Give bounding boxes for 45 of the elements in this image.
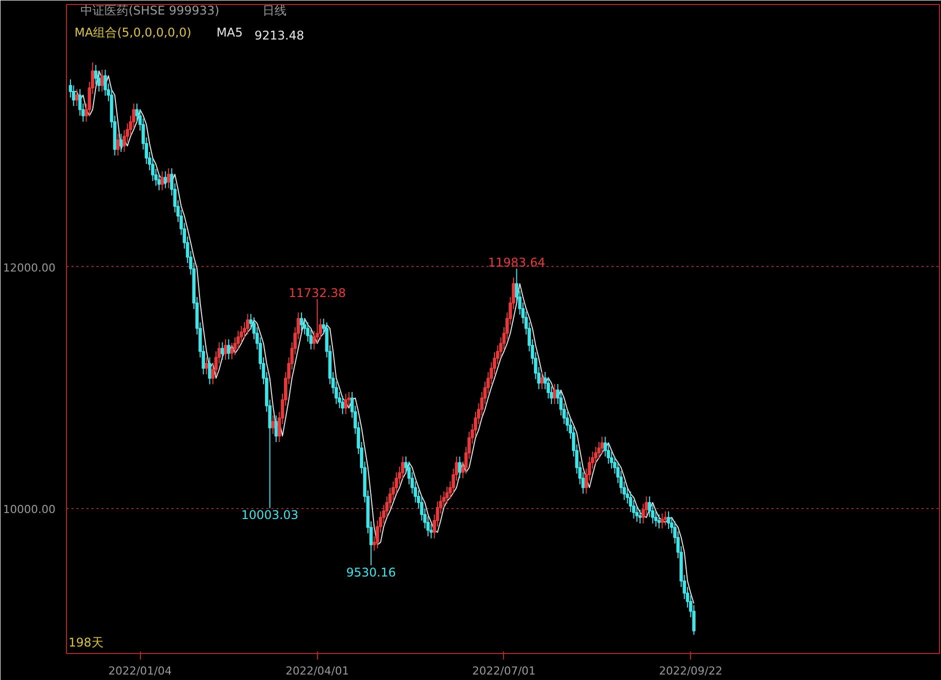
x-tick-label: 2022/07/01: [472, 664, 536, 678]
annotation: 11732.38: [288, 286, 346, 300]
candlestick: [664, 510, 668, 526]
candlestick: [638, 509, 642, 524]
candlestick: [300, 312, 304, 332]
candlestick: [660, 512, 664, 529]
candlestick: [227, 338, 230, 360]
candlestick: [220, 342, 224, 360]
chart-subtitle: 日线: [262, 4, 286, 18]
chart-title: 中证医药(SHSE 999933): [80, 4, 220, 18]
y-tick-label: 12000.00: [3, 261, 56, 274]
candlestick: [594, 446, 598, 464]
candlestick: [160, 170, 164, 191]
annotation: MA组合(5,0,0,0,0,0): [74, 26, 192, 40]
y-tick-label: 10000.00: [3, 502, 56, 516]
annotation: 9213.48: [254, 28, 304, 42]
candlestick: [657, 514, 661, 529]
candlestick: [552, 383, 556, 405]
candlestick: [166, 168, 170, 189]
candlestick: [224, 338, 228, 360]
x-tick-label: 2022/01/04: [108, 664, 172, 678]
x-tick-label: 2022/09/22: [658, 664, 722, 678]
text: MA5: [216, 26, 243, 40]
candlestick: [344, 393, 348, 415]
candlestick: [458, 456, 462, 479]
annotation: 11983.64: [488, 256, 546, 270]
candlestick: [271, 414, 275, 434]
candlestick: [116, 133, 120, 156]
candlestick: [246, 313, 250, 335]
candlestick: [100, 69, 104, 92]
annotation: 9530.16: [346, 565, 396, 580]
candlestick: [208, 356, 212, 385]
candlestick: [204, 356, 208, 375]
candlestick: [540, 371, 544, 390]
candlestick: [274, 414, 278, 442]
candlestick: [75, 88, 78, 107]
candlestick: [666, 510, 670, 530]
candlestick: [164, 170, 168, 189]
candlestick: [600, 436, 604, 455]
x-tick-label: 2022/04/01: [286, 664, 349, 678]
candlestick: [340, 396, 344, 415]
candlestick: [157, 173, 161, 191]
candlestick: [119, 133, 123, 152]
annotation: 198天: [68, 636, 104, 650]
annotation: 10003.03: [241, 508, 298, 522]
